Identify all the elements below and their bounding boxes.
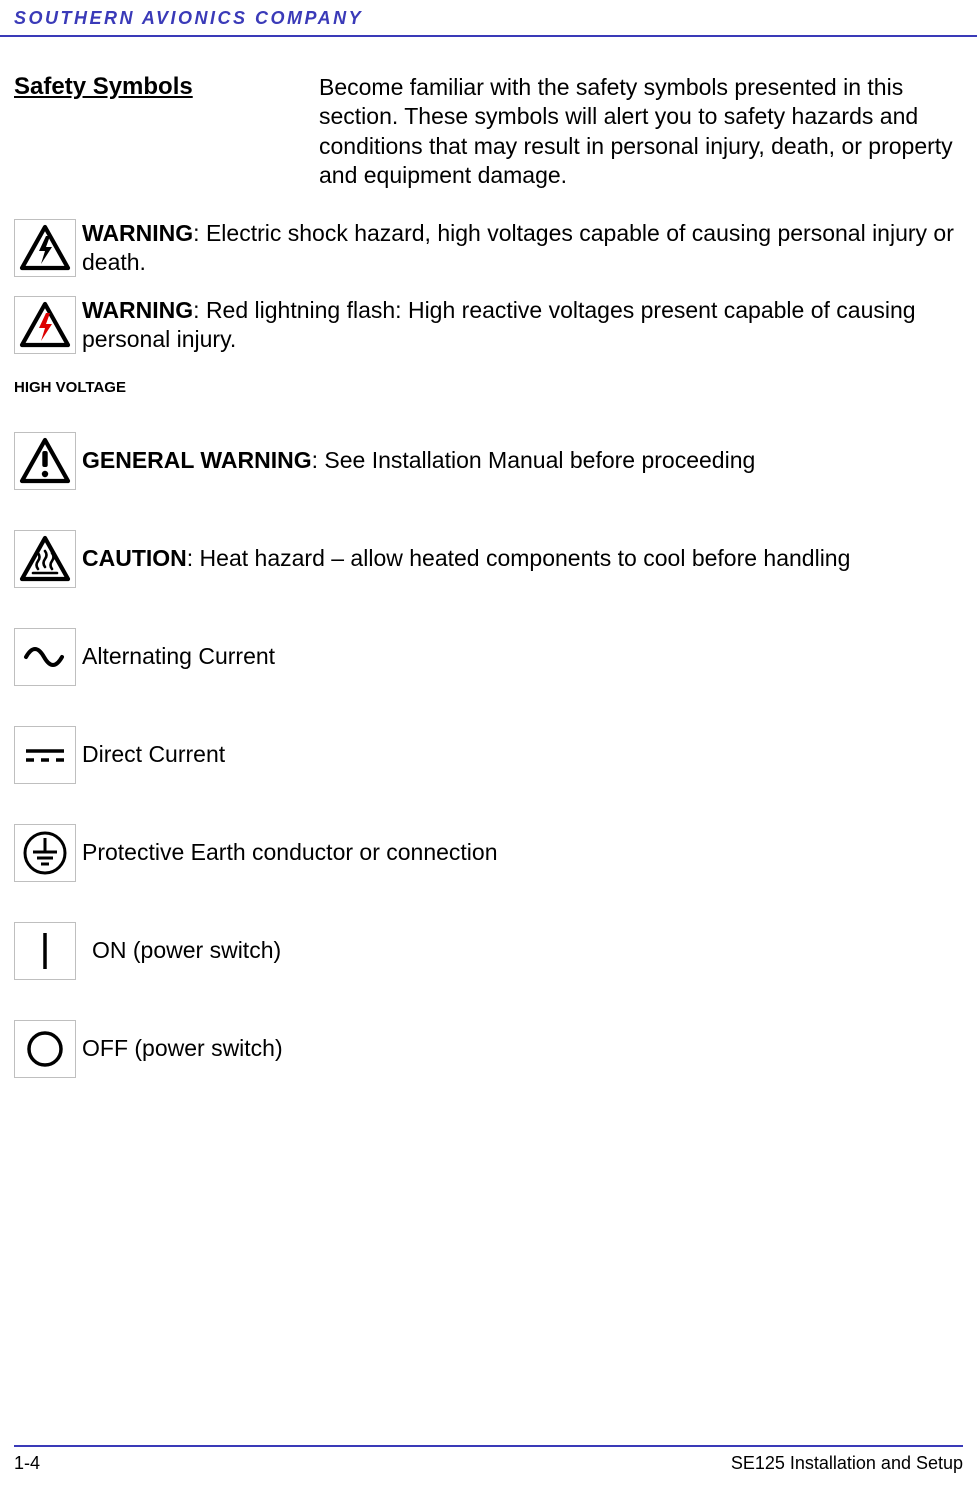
- heat-icon: [14, 530, 76, 588]
- dc-icon: [14, 726, 76, 784]
- symbol-row-off: OFF (power switch): [14, 1020, 963, 1078]
- company-name: SOUTHERN AVIONICS COMPANY: [14, 8, 963, 29]
- document-header: SOUTHERN AVIONICS COMPANY: [0, 0, 977, 37]
- general-warning-label: GENERAL WARNING: [82, 447, 312, 473]
- high-voltage-label: HIGH VOLTAGE: [14, 379, 963, 396]
- page-number: 1-4: [14, 1453, 40, 1474]
- earth-text: Protective Earth conductor or connection: [82, 838, 498, 867]
- symbol-row-earth: Protective Earth conductor or connection: [14, 824, 963, 882]
- general-warning-icon: [14, 432, 76, 490]
- symbol-row-red-shock: WARNING: Red lightning flash: High react…: [14, 296, 963, 355]
- general-warning-text: GENERAL WARNING: See Installation Manual…: [82, 446, 755, 475]
- red-shock-text: WARNING: Red lightning flash: High react…: [82, 296, 963, 355]
- ac-text: Alternating Current: [82, 642, 275, 671]
- shock-text: WARNING: Electric shock hazard, high vol…: [82, 219, 963, 278]
- symbol-row-shock: WARNING: Electric shock hazard, high vol…: [14, 219, 963, 278]
- shock-desc: : Electric shock hazard, high voltages c…: [82, 220, 954, 275]
- on-text: ON (power switch): [92, 936, 281, 965]
- red-shock-desc: : Red lightning flash: High reactive vol…: [82, 297, 916, 352]
- caution-label: CAUTION: [82, 545, 187, 571]
- caution-desc: : Heat hazard – allow heated components …: [187, 545, 851, 571]
- red-shock-icon: [14, 296, 76, 354]
- ac-icon: [14, 628, 76, 686]
- section-title: Safety Symbols: [14, 73, 319, 191]
- off-icon: [14, 1020, 76, 1078]
- general-warning-desc: : See Installation Manual before proceed…: [312, 447, 756, 473]
- off-text: OFF (power switch): [82, 1034, 283, 1063]
- symbol-row-general-warning: GENERAL WARNING: See Installation Manual…: [14, 432, 963, 490]
- document-footer: 1-4 SE125 Installation and Setup: [14, 1445, 963, 1474]
- section-intro-text: Become familiar with the safety symbols …: [319, 73, 963, 191]
- symbol-row-dc: Direct Current: [14, 726, 963, 784]
- section-intro-row: Safety Symbols Become familiar with the …: [14, 73, 963, 191]
- symbol-row-ac: Alternating Current: [14, 628, 963, 686]
- shock-icon: [14, 219, 76, 277]
- earth-icon: [14, 824, 76, 882]
- symbol-row-on: ON (power switch): [14, 922, 963, 980]
- red-shock-label: WARNING: [82, 297, 193, 323]
- page-content: Safety Symbols Become familiar with the …: [0, 37, 977, 1078]
- caution-heat-text: CAUTION: Heat hazard – allow heated comp…: [82, 544, 850, 573]
- on-icon: [14, 922, 76, 980]
- dc-text: Direct Current: [82, 740, 225, 769]
- symbol-row-caution-heat: CAUTION: Heat hazard – allow heated comp…: [14, 530, 963, 588]
- doc-title: SE125 Installation and Setup: [731, 1453, 963, 1474]
- shock-label: WARNING: [82, 220, 193, 246]
